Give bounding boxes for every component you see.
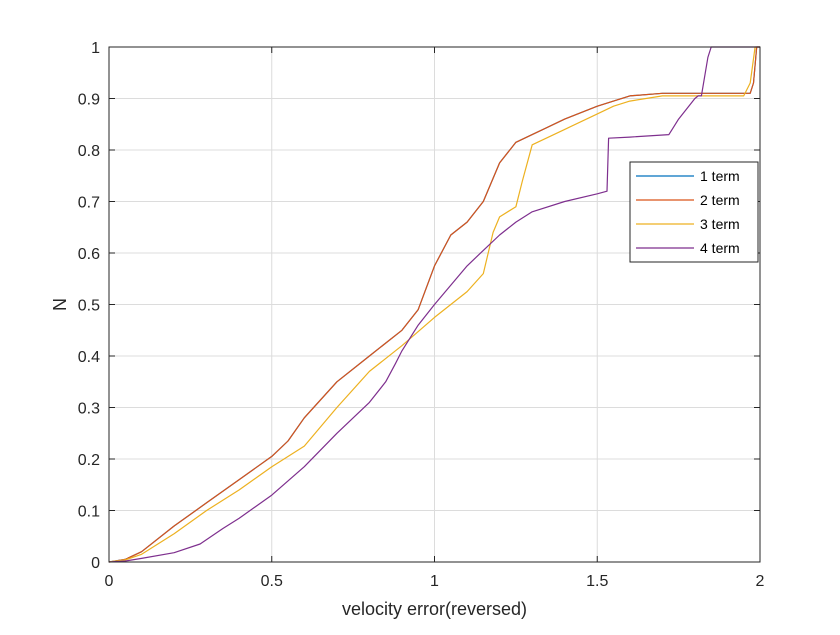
y-tick-label: 0.6	[78, 246, 100, 263]
y-tick-label: 0.5	[78, 298, 100, 315]
legend[interactable]: 1 term 2 term 3 term 4 term	[629, 161, 759, 263]
y-tick-label: 0.8	[78, 143, 100, 160]
legend-label-4: 4 term	[700, 240, 740, 256]
y-axis-title: N	[50, 298, 70, 311]
x-tick-label: 2	[756, 573, 765, 590]
x-tick-label: 1.5	[586, 573, 608, 590]
legend-box	[629, 161, 759, 263]
y-tick-label: 0	[91, 555, 100, 572]
y-tick-label: 0.2	[78, 452, 100, 469]
series-line-2	[108, 46, 760, 563]
y-tick-label: 1	[91, 40, 100, 57]
x-tick-label: 0	[105, 573, 114, 590]
legend-label-1: 1 term	[700, 168, 740, 184]
series-line-3	[108, 46, 760, 563]
y-tick-label: 0.4	[78, 349, 100, 366]
legend-label-3: 3 term	[700, 216, 740, 232]
series-lines	[108, 46, 760, 563]
y-tick-label: 0.7	[78, 195, 100, 212]
series-line-4	[108, 46, 760, 563]
x-tick-label: 1	[430, 573, 439, 590]
y-tick-label: 0.9	[78, 92, 100, 109]
x-axis-title: velocity error(reversed)	[342, 599, 527, 619]
legend-label-2: 2 term	[700, 192, 740, 208]
axis-ticks: 0 0.5 1 1.5 2 0 0.1 0.2 0.3 0.4 0.5 0.6 0.7 0.8 0.9 1	[78, 40, 765, 590]
y-tick-label: 0.3	[78, 401, 100, 418]
y-tick-label: 0.1	[78, 504, 100, 521]
x-tick-label: 0.5	[261, 573, 283, 590]
